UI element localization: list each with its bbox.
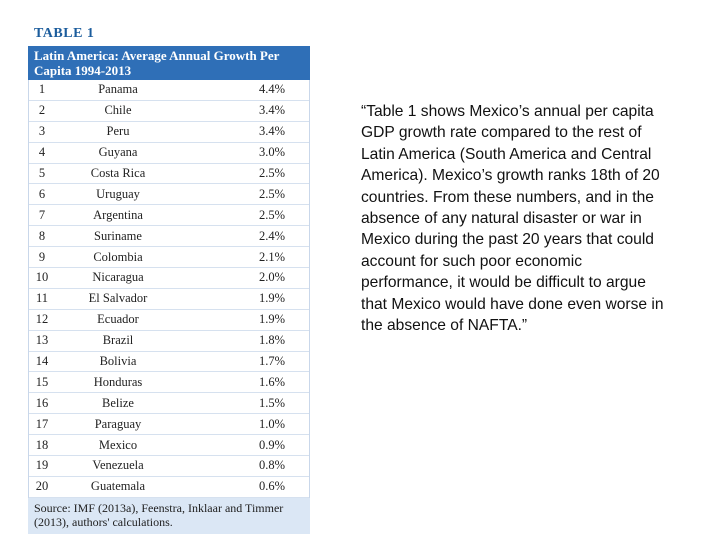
growth-cell: 1.9% xyxy=(259,312,286,327)
rank-cell: 20 xyxy=(35,479,49,494)
table-row: 2 Chile 3.4% xyxy=(29,101,309,122)
growth-cell: 0.6% xyxy=(259,479,286,494)
table-row: 12 Ecuador 1.9% xyxy=(29,310,309,331)
rank-cell: 3 xyxy=(38,124,46,139)
growth-cell: 2.5% xyxy=(259,186,286,201)
rank-cell: 14 xyxy=(35,354,49,369)
country-cell: Argentina xyxy=(93,207,143,222)
table-label: TABLE 1 xyxy=(34,26,95,41)
growth-cell: 3.4% xyxy=(259,103,286,118)
table-row: 15 Honduras 1.6% xyxy=(29,372,309,394)
growth-cell: 1.5% xyxy=(259,395,286,410)
growth-cell: 1.6% xyxy=(259,374,286,389)
growth-cell: 1.9% xyxy=(259,291,286,306)
rank-cell: 9 xyxy=(38,249,46,264)
table-body: 1 Panama 4.4% 2 Chile 3.4% 3 Peru 3.4% 4 Guyana 3.0… xyxy=(28,80,310,498)
table-row: 11 El Salvador 1.9% xyxy=(29,289,309,310)
rank-cell: 19 xyxy=(35,458,49,473)
country-cell: Guyana xyxy=(98,145,138,160)
table-row: 3 Peru 3.4% xyxy=(29,122,309,143)
rank-cell: 16 xyxy=(35,395,49,410)
rank-cell: 18 xyxy=(35,437,49,452)
country-cell: Mexico xyxy=(98,437,138,452)
growth-cell: 2.1% xyxy=(259,249,286,264)
table-title: Latin America: Average Annual Growth Per… xyxy=(28,46,310,80)
table-row: 5 Costa Rica 2.5% xyxy=(29,164,309,185)
country-cell: Honduras xyxy=(93,374,143,389)
growth-cell: 3.4% xyxy=(259,124,286,139)
country-cell: Colombia xyxy=(93,249,143,264)
table-row: 19 Venezuela 0.8% xyxy=(29,456,309,477)
growth-cell: 0.8% xyxy=(259,458,286,473)
quote-text: “Table 1 shows Mexico’s annual per capit… xyxy=(361,103,664,335)
country-cell: Costa Rica xyxy=(90,166,146,180)
growth-cell: 3.0% xyxy=(259,145,286,160)
growth-cell: 2.0% xyxy=(259,270,286,285)
country-cell: Panama xyxy=(98,82,138,97)
rank-cell: 2 xyxy=(38,103,46,118)
rank-cell: 10 xyxy=(35,270,49,285)
country-cell: Guatemala xyxy=(90,479,146,494)
rank-cell: 8 xyxy=(38,228,46,243)
country-cell: Brazil xyxy=(102,333,134,348)
country-cell: Ecuador xyxy=(97,312,139,327)
growth-cell: 1.8% xyxy=(259,333,286,348)
growth-cell: 0.9% xyxy=(259,437,286,452)
country-cell: El Salvador xyxy=(88,291,148,306)
country-cell: Chile xyxy=(104,103,132,118)
table-row: 6 Uruguay 2.5% xyxy=(29,184,309,206)
table-row: 9 Colombia 2.1% xyxy=(29,247,309,269)
rank-cell: 6 xyxy=(38,186,46,201)
table-row: 16 Belize 1.5% xyxy=(29,393,309,415)
table-row: 4 Guyana 3.0% xyxy=(29,143,309,164)
country-cell: Belize xyxy=(102,395,134,410)
table-row: 18 Mexico 0.9% xyxy=(29,435,309,457)
country-cell: Bolivia xyxy=(99,354,137,369)
table-source: Source: IMF (2013a), Feenstra, Inklaar a… xyxy=(28,497,310,534)
country-cell: Venezuela xyxy=(92,458,144,473)
growth-cell: 4.4% xyxy=(259,82,286,97)
growth-cell: 2.4% xyxy=(259,228,286,243)
table-row: 14 Bolivia 1.7% xyxy=(29,352,309,373)
table-row: 1 Panama 4.4% xyxy=(29,80,309,101)
rank-cell: 7 xyxy=(38,207,46,222)
rank-cell: 4 xyxy=(38,145,46,160)
table-row: 20 Guatemala 0.6% xyxy=(29,477,309,498)
growth-cell: 2.5% xyxy=(259,166,286,180)
table-row: 10 Nicaragua 2.0% xyxy=(29,268,309,289)
growth-table: TABLE 1 Latin America: Average Annual Gr… xyxy=(28,26,310,534)
table-row: 7 Argentina 2.5% xyxy=(29,205,309,227)
rank-cell: 1 xyxy=(38,82,46,97)
country-cell: Suriname xyxy=(94,228,142,243)
rank-cell: 17 xyxy=(35,416,49,431)
rank-cell: 13 xyxy=(35,333,49,348)
growth-cell: 1.7% xyxy=(259,354,286,369)
country-cell: Peru xyxy=(106,124,130,139)
table-row: 8 Suriname 2.4% xyxy=(29,226,309,248)
rank-cell: 11 xyxy=(35,291,49,306)
country-cell: Nicaragua xyxy=(92,270,144,285)
table-row: 13 Brazil 1.8% xyxy=(29,331,309,352)
rank-cell: 15 xyxy=(35,374,49,389)
growth-cell: 2.5% xyxy=(259,207,286,222)
country-cell: Paraguay xyxy=(94,416,142,431)
country-cell: Uruguay xyxy=(96,186,140,201)
rank-cell: 12 xyxy=(35,312,49,327)
growth-cell: 1.0% xyxy=(259,416,286,431)
table-row: 17 Paraguay 1.0% xyxy=(29,414,309,436)
rank-cell: 5 xyxy=(38,166,46,180)
